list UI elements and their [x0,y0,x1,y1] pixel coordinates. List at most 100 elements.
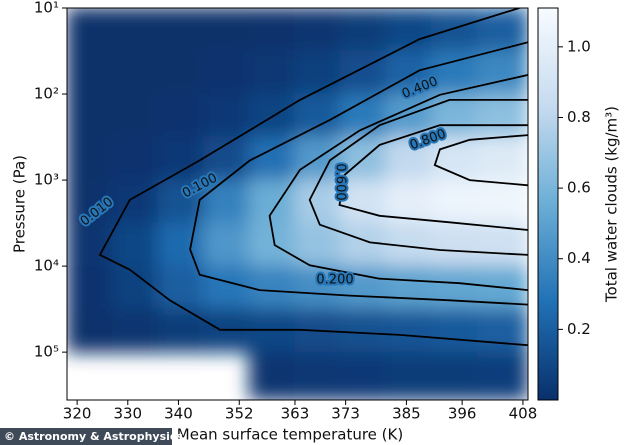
heat-cell [248,136,296,181]
credit-bg [0,428,172,445]
heat-cell [294,50,342,95]
x-tick-label: 373 [331,405,360,423]
heat-cell [385,351,433,400]
x-tick-label: 320 [63,405,92,423]
heat-cell [112,136,159,181]
x-tick-label: 408 [509,405,538,423]
heat-cell [294,351,342,400]
heat-cell [431,308,478,353]
heat-cell [431,8,478,52]
heat-cell [203,222,250,267]
heat-cell [385,308,433,353]
heat-cell [157,93,205,138]
heat-cell [67,265,114,310]
heat-cell [67,93,114,138]
heat-cell [203,50,250,95]
x-tick-label: 385 [392,405,421,423]
colorbar-tick-label: 0.8 [567,108,591,126]
y-tick-label: 10⁴ [34,257,59,275]
heat-cell [431,179,478,224]
x-tick-label: 330 [113,405,142,423]
heat-cell [112,50,159,95]
contours [98,8,528,347]
heat-cell [431,93,478,138]
heat-cell [340,8,387,52]
heat-cell [112,222,159,267]
heatmap [67,8,528,400]
heat-cell [248,265,296,310]
heat-cell [248,8,296,52]
credit: © Astronomy & Astrophysics [4,430,183,443]
heat-cell [340,93,387,138]
y-tick-label: 10¹ [34,0,59,17]
heat-cell [385,50,433,95]
heat-cell [431,265,478,310]
x-axis-label: Mean surface temperature (K) [177,426,403,444]
heat-cell [476,50,528,95]
y-tick-label: 10⁵ [34,343,59,361]
colorbar [537,7,559,401]
heat-cell [203,93,250,138]
contour-line [98,8,528,347]
heat-cell [157,50,205,95]
heat-cell [203,265,250,310]
heat-cell [385,265,433,310]
heat-cell [203,8,250,52]
heat-cell [294,265,342,310]
heat-cell [67,179,114,224]
contour-label: 0.200 [316,273,353,288]
colorbar-label: Total water clouds (kg/m³) [603,106,621,303]
x-tick-label: 340 [164,405,193,423]
contour-line [338,124,528,231]
heat-cell [294,8,342,52]
heat-cell [248,50,296,95]
plot-frame [66,7,529,401]
heat-cell [431,351,478,400]
heat-cell [112,179,159,224]
heat-cell [157,308,205,353]
heat-cell [112,308,159,353]
contour-line [308,99,528,256]
x-tick-label: 352 [225,405,254,423]
colorbar-tick-label: 0.4 [567,249,591,267]
y-tick-label: 10³ [34,171,59,189]
heat-cell [476,93,528,138]
y-tick-label: 10² [34,85,59,103]
heat-cell [476,308,528,353]
heat-cell [157,136,205,181]
heat-cell [112,8,159,52]
contour-line [268,74,528,291]
contour-label: 0.600 [333,163,348,200]
heat-cell [67,136,114,181]
heat-cell [67,8,114,52]
contour-line [433,134,528,187]
heat-cell [340,351,387,400]
heat-cell [157,265,205,310]
heat-cell [476,351,528,400]
x-tick-label: 396 [448,405,477,423]
heat-cell [340,222,387,267]
heat-cell [340,50,387,95]
heat-cell [294,179,342,224]
heat-cell [294,93,342,138]
heat-cell [431,222,478,267]
heat-cell [157,8,205,52]
heat-cell [248,93,296,138]
contour-line [189,41,528,306]
colorbar-tick-label: 0.6 [567,179,591,197]
heat-cell [203,179,250,224]
heat-cell [476,179,528,224]
heat-cell [67,308,114,353]
heat-cell [340,308,387,353]
colorbar-tick-label: 1.0 [567,37,591,55]
colorbar-tick-label: 0.2 [567,320,591,338]
heat-cell [476,136,528,181]
heat-cell [67,50,114,95]
heat-cell [385,136,433,181]
heat-cell [248,351,296,400]
heat-cell [157,222,205,267]
heat-cell [112,265,159,310]
heat-cell [112,93,159,138]
